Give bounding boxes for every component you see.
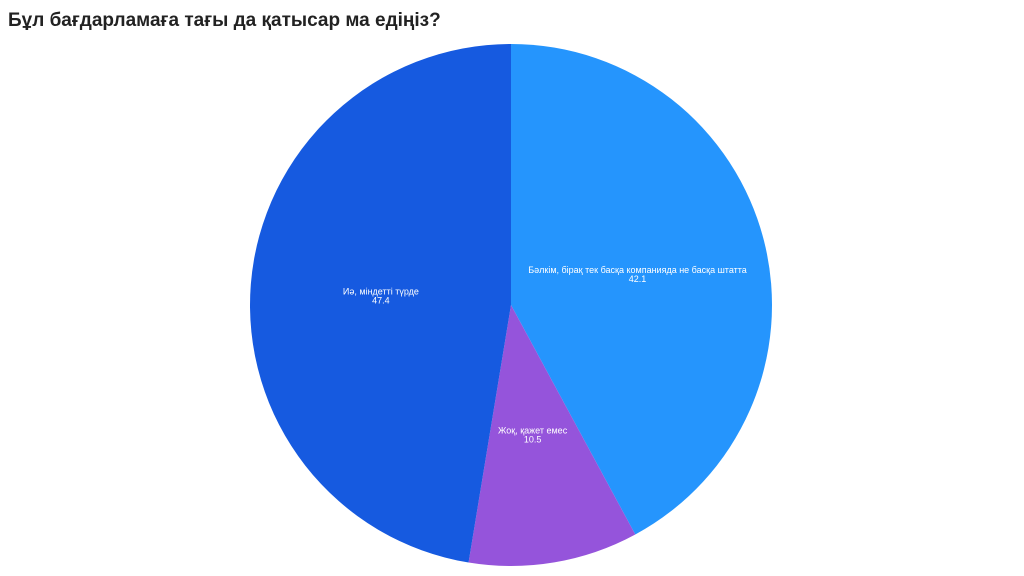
pie-slice xyxy=(511,44,772,535)
slice-value: 47.4 xyxy=(372,295,390,305)
slice-label: Бәлкім, бірақ тек басқа компанияда не ба… xyxy=(528,265,747,275)
chart-title: Бұл бағдарламаға тағы да қатысар ма едің… xyxy=(8,10,441,31)
slice-value: 42.1 xyxy=(629,274,647,284)
pie-slice xyxy=(250,44,511,563)
slice-value: 10.5 xyxy=(524,435,542,445)
pie-slice xyxy=(468,305,636,566)
slice-label: Иә, міндетті түрде xyxy=(343,286,419,296)
slice-label: Жоқ, қажет емес xyxy=(498,426,568,436)
labels: Бәлкім, бірақ тек басқа компанияда не ба… xyxy=(343,265,747,445)
pie xyxy=(250,44,772,566)
